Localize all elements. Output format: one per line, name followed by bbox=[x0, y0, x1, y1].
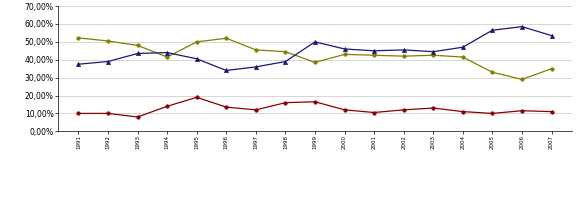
Manufaturados bbox=[164, 51, 171, 54]
Básicos bbox=[164, 56, 171, 58]
Semimanufaturados bbox=[312, 101, 318, 103]
Semimanufaturados bbox=[282, 101, 289, 104]
Semimanufaturados bbox=[341, 109, 348, 111]
Manufaturados bbox=[223, 69, 230, 72]
Manufaturados bbox=[134, 52, 141, 55]
Line: Básicos: Básicos bbox=[77, 36, 553, 81]
Básicos bbox=[193, 41, 200, 43]
Line: Manufaturados: Manufaturados bbox=[76, 25, 554, 73]
Básicos bbox=[370, 54, 377, 57]
Básicos bbox=[489, 71, 496, 74]
Semimanufaturados bbox=[548, 110, 555, 113]
Básicos bbox=[134, 44, 141, 47]
Line: Semimanufaturados: Semimanufaturados bbox=[77, 96, 553, 119]
Semimanufaturados bbox=[164, 105, 171, 107]
Semimanufaturados bbox=[193, 96, 200, 99]
Manufaturados bbox=[430, 50, 437, 53]
Manufaturados bbox=[193, 58, 200, 60]
Semimanufaturados bbox=[489, 112, 496, 115]
Manufaturados bbox=[341, 48, 348, 50]
Básicos bbox=[460, 56, 466, 58]
Semimanufaturados bbox=[518, 109, 525, 112]
Semimanufaturados bbox=[223, 106, 230, 108]
Manufaturados bbox=[460, 46, 466, 48]
Semimanufaturados bbox=[134, 116, 141, 118]
Semimanufaturados bbox=[430, 107, 437, 109]
Semimanufaturados bbox=[400, 109, 407, 111]
Semimanufaturados bbox=[253, 109, 260, 111]
Básicos bbox=[548, 67, 555, 70]
Manufaturados bbox=[548, 34, 555, 37]
Semimanufaturados bbox=[370, 111, 377, 114]
Manufaturados bbox=[105, 60, 112, 63]
Básicos bbox=[341, 53, 348, 56]
Manufaturados bbox=[282, 60, 289, 63]
Básicos bbox=[282, 50, 289, 53]
Semimanufaturados bbox=[75, 112, 82, 115]
Manufaturados bbox=[253, 66, 260, 68]
Básicos bbox=[312, 61, 318, 64]
Manufaturados bbox=[312, 41, 318, 43]
Básicos bbox=[518, 78, 525, 81]
Básicos bbox=[75, 37, 82, 39]
Básicos bbox=[223, 37, 230, 39]
Manufaturados bbox=[75, 63, 82, 65]
Semimanufaturados bbox=[460, 110, 466, 113]
Manufaturados bbox=[518, 25, 525, 28]
Manufaturados bbox=[489, 29, 496, 32]
Básicos bbox=[105, 40, 112, 42]
Manufaturados bbox=[370, 49, 377, 52]
Básicos bbox=[253, 49, 260, 51]
Manufaturados bbox=[400, 49, 407, 51]
Básicos bbox=[400, 55, 407, 57]
Semimanufaturados bbox=[105, 112, 112, 115]
Básicos bbox=[430, 54, 437, 57]
